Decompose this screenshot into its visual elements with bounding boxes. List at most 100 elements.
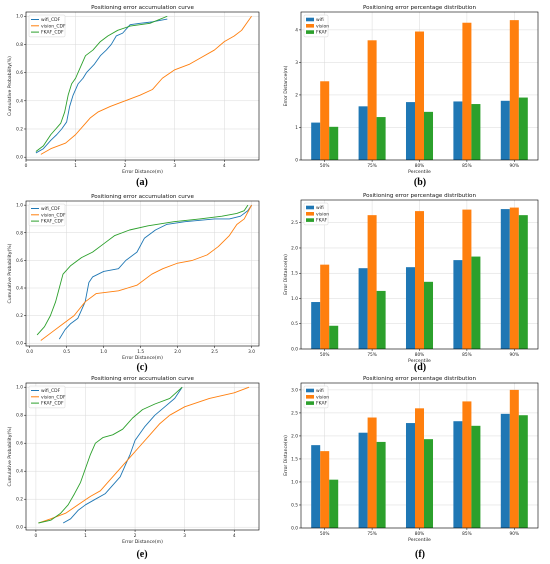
legend-swatch-wifi	[306, 388, 314, 393]
axes-frame	[25, 11, 260, 161]
bar-wifi	[453, 101, 463, 160]
y-tick-label: 3	[295, 60, 298, 66]
chart-title: Positioning error accumulation curve	[91, 5, 194, 11]
bar-vision	[367, 215, 377, 349]
legend-label-wifi: wifi_CDF	[41, 388, 61, 394]
y-tick-label: 0.0	[16, 155, 23, 161]
y-tick-label: 0.4	[16, 469, 23, 475]
x-tick-label: 1	[84, 533, 87, 539]
legend-label-wifi: wifi	[316, 388, 324, 394]
legend-swatch-vision	[306, 395, 314, 399]
y-tick-label: 2.5	[291, 220, 298, 226]
bar-fkaf	[424, 111, 434, 160]
y-tick-label: 1.0	[16, 385, 23, 391]
y-tick-label: 0.5	[291, 502, 298, 508]
y-tick-label: 1.0	[16, 203, 23, 209]
y-tick-label: 0.6	[16, 258, 23, 264]
panel-label: (b)	[414, 177, 426, 188]
legend-swatch-fkaf	[306, 218, 314, 222]
x-tick-label: 80%	[415, 531, 425, 537]
y-tick-label: 0.2	[16, 313, 23, 319]
bar-fkaf	[518, 215, 528, 349]
y-tick-label: 4	[295, 27, 298, 33]
bar-vision	[509, 207, 519, 349]
y-axis-label: Error Distance(m)	[283, 254, 289, 295]
x-tick-label: 2.5	[211, 349, 218, 355]
bar-wifi	[358, 432, 368, 528]
y-tick-label: 0.0	[16, 525, 23, 531]
y-tick-label: 1	[295, 125, 298, 131]
bar-fkaf	[471, 425, 481, 528]
bar-vision	[462, 401, 472, 528]
bar-wifi	[405, 423, 415, 528]
legend-label-wifi: wifi_CDF	[41, 17, 61, 23]
bar-vision	[320, 264, 330, 349]
y-tick-label: 2	[295, 92, 298, 98]
x-tick-label: 4	[233, 533, 236, 539]
y-tick-label: 2.0	[291, 433, 298, 439]
bar-fkaf	[329, 479, 339, 528]
x-tick-label: 1	[74, 163, 77, 169]
bar-wifi	[500, 100, 510, 160]
axes-frame	[25, 200, 260, 347]
legend-swatch-vision	[306, 24, 314, 28]
bar-vision	[509, 389, 519, 528]
x-axis-label: Error Distance(m)	[122, 355, 163, 361]
y-tick-label: 1.0	[16, 14, 23, 20]
axes-frame	[300, 11, 539, 161]
bar-fkaf	[471, 104, 481, 160]
x-tick-label: 0.0	[26, 349, 33, 355]
x-tick-label: 75%	[367, 352, 377, 358]
series-line-wifi	[62, 386, 183, 524]
legend-label-fkaf: FKAF	[316, 218, 328, 224]
bar-wifi	[405, 102, 415, 160]
axes-frame	[300, 382, 539, 529]
bar-fkaf	[376, 290, 386, 349]
legend-swatch-fkaf	[306, 401, 314, 405]
bar-vision	[462, 22, 472, 161]
bar-fkaf	[424, 281, 434, 349]
panel-label: (c)	[136, 362, 147, 373]
x-tick-label: 80%	[415, 163, 425, 169]
x-tick-label: 75%	[367, 163, 377, 169]
legend-label-fkaf: FKAF_CDF	[41, 30, 64, 36]
legend-label-wifi: wifi	[316, 17, 324, 23]
x-tick-label: 85%	[462, 163, 472, 169]
x-tick-label: 50%	[320, 531, 330, 537]
legend-label-vision: vision	[316, 211, 329, 217]
bar-vision	[462, 209, 472, 349]
series-line-vision	[38, 386, 250, 524]
y-tick-label: 0.5	[291, 321, 298, 327]
legend-label-wifi: wifi_CDF	[41, 206, 61, 212]
x-tick-label: 85%	[462, 531, 472, 537]
chart-panel-6: 0.0 0.5 1.0 1.5 2.0 2.5 3.0 50% 75% 80% 85% 90% Posi…	[283, 376, 539, 560]
bar-wifi	[311, 122, 321, 160]
x-axis-label: Error Distance(m)	[122, 539, 163, 545]
x-tick-label: 2	[124, 163, 127, 169]
legend-label-fkaf: FKAF	[316, 401, 328, 407]
x-tick-label: 85%	[462, 352, 472, 358]
legend-swatch-fkaf	[306, 30, 314, 34]
x-tick-label: 0.5	[63, 349, 70, 355]
chart-panel-5: 0.0 0.2 0.4 0.6 0.8 1.0 0 1 2 3 4 Positioning error…	[7, 376, 260, 560]
bar-wifi	[405, 267, 415, 349]
bar-vision	[367, 40, 377, 160]
chart-panel-2: 0 1 2 3 4 50% 75% 80% 85% 90% Positioning error pe…	[283, 5, 539, 188]
chart-title: Positioning error accumulation curve	[91, 194, 194, 200]
y-tick-label: 0.2	[16, 497, 23, 503]
y-tick-label: 0.8	[16, 42, 23, 48]
legend-swatch-vision	[306, 212, 314, 216]
y-tick-label: 3.0	[291, 387, 298, 393]
chart-panel-3: 0.0 0.2 0.4 0.6 0.8 1.0 0.0 0.5 1.0 1.5 2.0 2.5 3.0 P…	[7, 194, 260, 373]
y-tick-label: 0.8	[16, 230, 23, 236]
series-line-wifi	[35, 18, 168, 154]
legend-label-fkaf: FKAF_CDF	[41, 219, 64, 225]
bar-fkaf	[424, 439, 434, 528]
legend-label-fkaf: FKAF_CDF	[41, 401, 64, 407]
panel-label: (a)	[136, 177, 148, 188]
axes-frame	[300, 199, 539, 350]
bar-fkaf	[329, 126, 339, 160]
series-line-fkaf	[35, 15, 168, 152]
